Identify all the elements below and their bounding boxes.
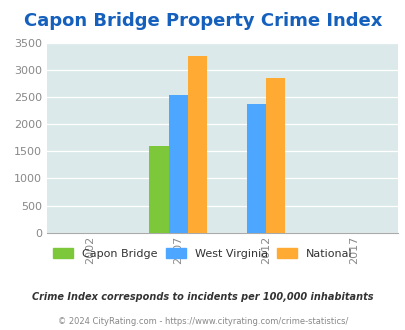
Bar <box>266 78 285 233</box>
Bar <box>168 95 188 233</box>
Bar <box>149 146 168 233</box>
Legend: Capon Bridge, West Virginia, National: Capon Bridge, West Virginia, National <box>49 244 356 263</box>
Text: © 2024 CityRating.com - https://www.cityrating.com/crime-statistics/: © 2024 CityRating.com - https://www.city… <box>58 317 347 326</box>
Text: Capon Bridge Property Crime Index: Capon Bridge Property Crime Index <box>24 12 381 30</box>
Bar <box>246 104 266 233</box>
Text: Crime Index corresponds to incidents per 100,000 inhabitants: Crime Index corresponds to incidents per… <box>32 292 373 302</box>
Bar <box>188 56 207 233</box>
